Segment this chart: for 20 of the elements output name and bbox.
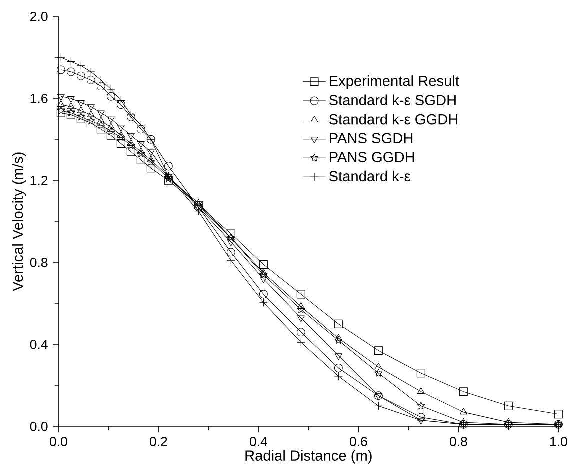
x-tick-label: 0.2 xyxy=(150,437,168,446)
x-tick-label: 0.0 xyxy=(50,437,68,446)
legend-label: Standard k-ε xyxy=(329,170,411,182)
x-tick-label: 0.4 xyxy=(250,437,268,446)
y-tick-label: 1.6 xyxy=(30,94,48,104)
x-tick-label: 1.0 xyxy=(550,437,568,446)
legend-label: Standard k-ε SGDH xyxy=(329,94,456,106)
x-tick-label: 0.6 xyxy=(350,437,368,446)
legend-label: PANS SGDH xyxy=(330,133,413,144)
legend-label: PANS GGDH xyxy=(330,152,414,162)
y-tick-label: 0.4 xyxy=(30,340,48,350)
y-tick-label: 1.2 xyxy=(30,176,48,186)
legend-label: Experimental Result xyxy=(330,76,460,90)
y-tick-label: 0.0 xyxy=(30,422,48,432)
y-axis-title: Vertical Velocity (m/s) xyxy=(12,152,26,292)
legend-label: Standard k-ε GGDH xyxy=(329,114,458,125)
x-tick-label: 0.8 xyxy=(450,437,468,446)
y-tick-label: 2.0 xyxy=(30,12,48,22)
x-axis-title: Radial Distance (m) xyxy=(246,450,372,464)
y-tick-label: 0.8 xyxy=(30,258,48,268)
